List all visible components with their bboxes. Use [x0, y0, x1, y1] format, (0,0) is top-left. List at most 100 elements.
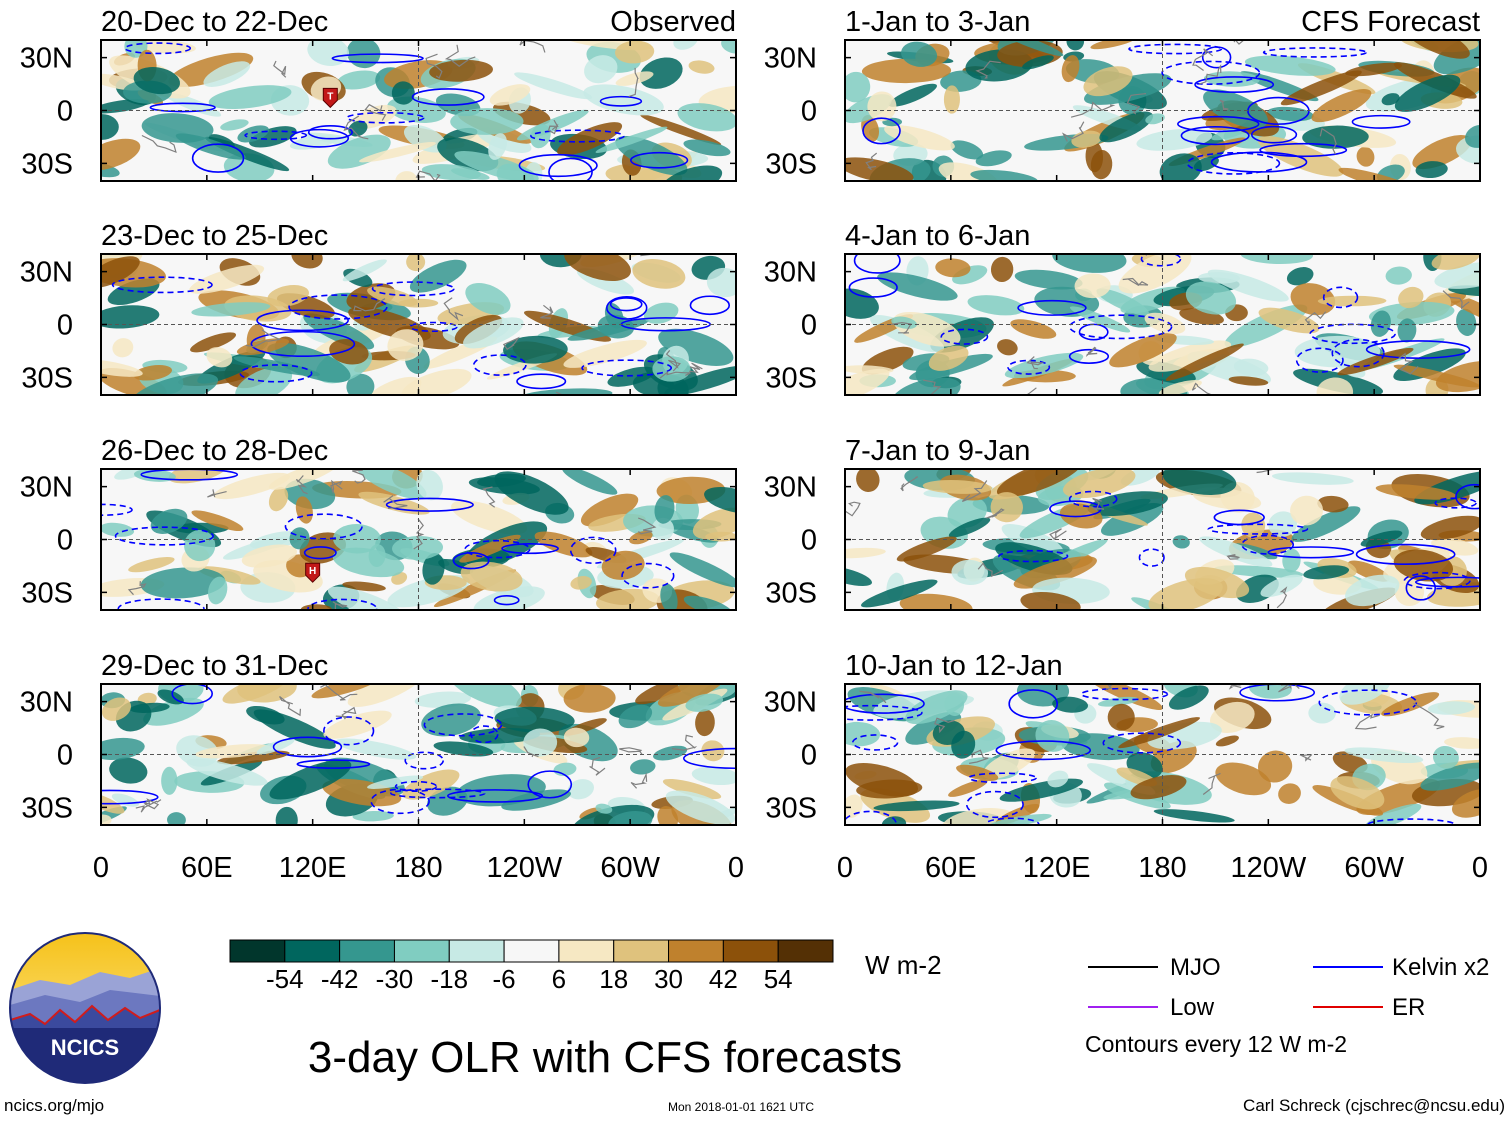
- olr-anomaly-blob: [289, 527, 310, 550]
- olr-anomaly-blob: [845, 547, 886, 559]
- olr-field: [101, 40, 736, 181]
- olr-anomaly-blob: [1172, 535, 1190, 549]
- olr-anomaly-blob: [503, 335, 568, 364]
- kelvin-contour: [303, 546, 337, 560]
- olr-anomaly-blob: [307, 40, 350, 67]
- y-tick-label: 30S: [765, 577, 817, 609]
- kelvin-contour: [995, 740, 1092, 761]
- kelvin-contour: [1140, 254, 1182, 267]
- olr-anomaly-blob: [446, 684, 522, 708]
- coastline: [519, 40, 546, 53]
- olr-anomaly-blob: [662, 778, 722, 800]
- kelvin-contour: [1262, 47, 1367, 58]
- olr-field: [845, 684, 1480, 825]
- olr-anomaly-blob: [1394, 74, 1461, 112]
- olr-anomaly-blob: [669, 552, 736, 588]
- y-tick-label: 30N: [764, 257, 817, 289]
- kelvin-contour: [470, 725, 499, 744]
- coastline: [279, 696, 301, 717]
- y-tick-label: 30N: [764, 43, 817, 75]
- olr-anomaly-blob: [352, 810, 394, 822]
- panel-period: 20-Dec to 22-Dec: [101, 6, 328, 38]
- olr-anomaly-blob: [1144, 312, 1186, 334]
- kelvin-contour: [452, 551, 490, 570]
- colorbar-swatch: [448, 939, 505, 963]
- olr-anomaly-blob: [1159, 153, 1202, 181]
- kelvin-contour: [1194, 76, 1275, 94]
- olr-anomaly-blob: [1153, 809, 1235, 823]
- olr-anomaly-blob: [1268, 511, 1298, 537]
- olr-anomaly-blob: [101, 697, 132, 721]
- olr-anomaly-blob: [873, 800, 960, 812]
- olr-anomaly-blob: [629, 530, 653, 545]
- coastline: [143, 798, 160, 810]
- olr-anomaly-blob: [1052, 254, 1127, 273]
- olr-anomaly-blob: [406, 254, 426, 272]
- olr-anomaly-blob: [901, 41, 938, 67]
- olr-anomaly-blob: [701, 740, 725, 762]
- olr-anomaly-blob: [451, 168, 490, 180]
- kelvin-contour: [307, 125, 354, 140]
- olr-anomaly-blob: [1427, 701, 1476, 715]
- kelvin-contour: [239, 364, 313, 383]
- panel-period: 26-Dec to 28-Dec: [101, 435, 328, 467]
- x-tick-label: 120E: [279, 852, 347, 884]
- olr-anomaly-blob: [1162, 469, 1237, 495]
- olr-anomaly-blob: [220, 119, 249, 131]
- coastline: [1090, 497, 1105, 511]
- coastline: [364, 103, 387, 121]
- kelvin-contour: [569, 536, 617, 564]
- olr-anomaly-blob: [133, 66, 181, 95]
- olr-anomaly-blob: [948, 779, 988, 797]
- olr-anomaly-blob: [364, 376, 422, 395]
- olr-anomaly-blob: [409, 259, 467, 293]
- colorbar-tick-label: 30: [654, 964, 683, 994]
- olr-anomaly-blob: [1001, 524, 1064, 557]
- coastline: [891, 321, 912, 334]
- olr-anomaly-blob: [583, 84, 664, 116]
- olr-anomaly-blob: [140, 567, 226, 599]
- coastline: [845, 501, 861, 517]
- panel-5: 30N 0 30S 1-Jan to 3-Jan CFS Forecast: [764, 6, 1481, 182]
- olr-anomaly-blob: [1397, 318, 1417, 343]
- olr-anomaly-blob: [615, 135, 688, 176]
- website-link[interactable]: ncics.org/mjo: [4, 1096, 105, 1115]
- kelvin-contour: [609, 297, 643, 312]
- olr-anomaly-blob: [465, 282, 511, 315]
- coastline: [986, 508, 1005, 519]
- olr-anomaly-blob: [311, 684, 383, 699]
- kelvin-contour: [968, 772, 1037, 784]
- colorbar-tick-label: -30: [376, 964, 414, 994]
- olr-anomaly-blob: [346, 373, 375, 395]
- olr-anomaly-blob: [189, 264, 265, 294]
- colorbar-units: W m-2: [865, 950, 942, 980]
- kelvin-contour: [599, 95, 643, 107]
- olr-anomaly-blob: [1209, 701, 1255, 733]
- olr-anomaly-blob: [692, 507, 736, 540]
- kelvin-contour: [1102, 732, 1182, 754]
- coastline: [332, 601, 348, 610]
- kelvin-contour: [530, 129, 625, 143]
- olr-anomaly-blob: [190, 332, 237, 353]
- olr-anomaly-blob: [206, 347, 233, 368]
- kelvin-contour: [1267, 546, 1355, 559]
- kelvin-contour: [548, 157, 593, 181]
- olr-anomaly-blob: [327, 586, 407, 610]
- olr-anomaly-blob: [488, 133, 507, 160]
- olr-anomaly-blob: [514, 72, 593, 100]
- olr-anomaly-blob: [660, 583, 678, 610]
- olr-anomaly-blob: [1444, 737, 1480, 749]
- olr-anomaly-blob: [112, 338, 134, 358]
- olr-anomaly-blob: [1393, 364, 1480, 388]
- ncics-logo: NCICS: [9, 932, 161, 1084]
- olr-anomaly-blob: [332, 547, 405, 578]
- coastline: [1085, 346, 1098, 357]
- y-tick-label: 30S: [21, 362, 73, 394]
- olr-anomaly-blob: [615, 71, 654, 86]
- kelvin-contour: [1201, 46, 1232, 69]
- coastline: [295, 475, 308, 495]
- kelvin-contour: [1405, 575, 1437, 601]
- kelvin-contour: [527, 770, 573, 799]
- olr-anomaly-blob: [1465, 124, 1480, 148]
- olr-anomaly-blob: [665, 790, 736, 825]
